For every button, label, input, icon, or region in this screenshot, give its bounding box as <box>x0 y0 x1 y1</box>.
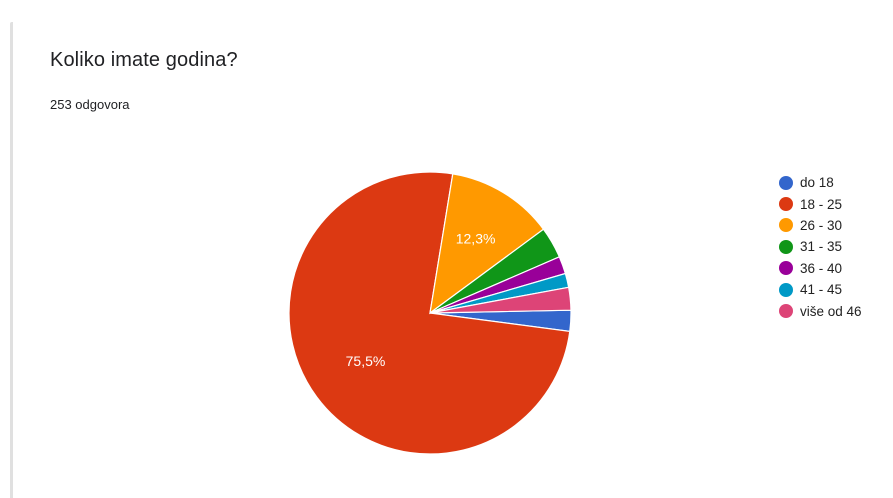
slice-data-label: 12,3% <box>456 230 496 246</box>
legend-item: do 18 <box>779 172 862 193</box>
slice-data-label: 75,5% <box>346 353 386 369</box>
legend-item: 18 - 25 <box>779 193 862 214</box>
legend-item: 41 - 45 <box>779 279 862 300</box>
legend-swatch <box>779 282 793 297</box>
card-left-border <box>10 22 13 498</box>
legend-swatch <box>779 197 793 212</box>
legend-swatch <box>779 175 793 190</box>
legend-label: 41 - 45 <box>800 282 843 298</box>
pie-slice-vi-e-od-46[interactable] <box>429 286 572 314</box>
legend-label: 31 - 35 <box>800 239 843 255</box>
pie-slice-26-30[interactable] <box>429 173 545 315</box>
legend-swatch <box>779 261 793 276</box>
legend-label: 18 - 25 <box>800 196 843 212</box>
legend-item: više od 46 <box>779 300 862 321</box>
chart-legend: do 18 18 - 25 26 - 30 31 - 35 36 - 40 41 - 45… <box>779 172 862 322</box>
legend-item: 31 - 35 <box>779 236 862 257</box>
legend-label: 36 - 40 <box>800 260 843 276</box>
question-title: Koliko imate godina? <box>50 49 238 71</box>
legend-label: više od 46 <box>800 303 862 319</box>
legend-item: 26 - 30 <box>779 215 862 236</box>
response-count: 253 odgovora <box>50 97 130 112</box>
legend-label: 26 - 30 <box>800 217 843 233</box>
legend-item: 36 - 40 <box>779 258 862 279</box>
legend-swatch <box>779 218 793 233</box>
legend-swatch <box>779 304 793 319</box>
legend-swatch <box>779 239 793 254</box>
legend-label: do 18 <box>800 175 834 191</box>
